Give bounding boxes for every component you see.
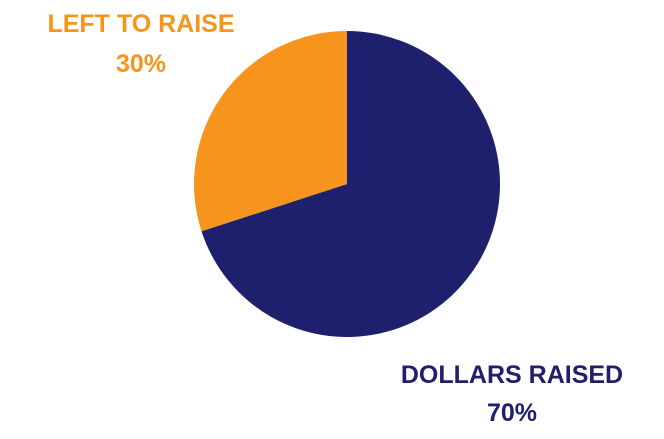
slice-percent-left-to-raise: 30% bbox=[116, 50, 166, 78]
pie-slice-left-to-raise bbox=[194, 31, 347, 232]
pie-slice-dollars-raised bbox=[201, 31, 501, 337]
slice-label-left-to-raise: LEFT TO RAISE bbox=[47, 10, 234, 38]
slice-percent-dollars-raised: 70% bbox=[487, 399, 537, 427]
pie-labels: DOLLARS RAISED 70% LEFT TO RAISE 30% bbox=[47, 10, 623, 427]
slice-label-dollars-raised: DOLLARS RAISED bbox=[401, 361, 623, 389]
pie-slices bbox=[194, 31, 501, 337]
